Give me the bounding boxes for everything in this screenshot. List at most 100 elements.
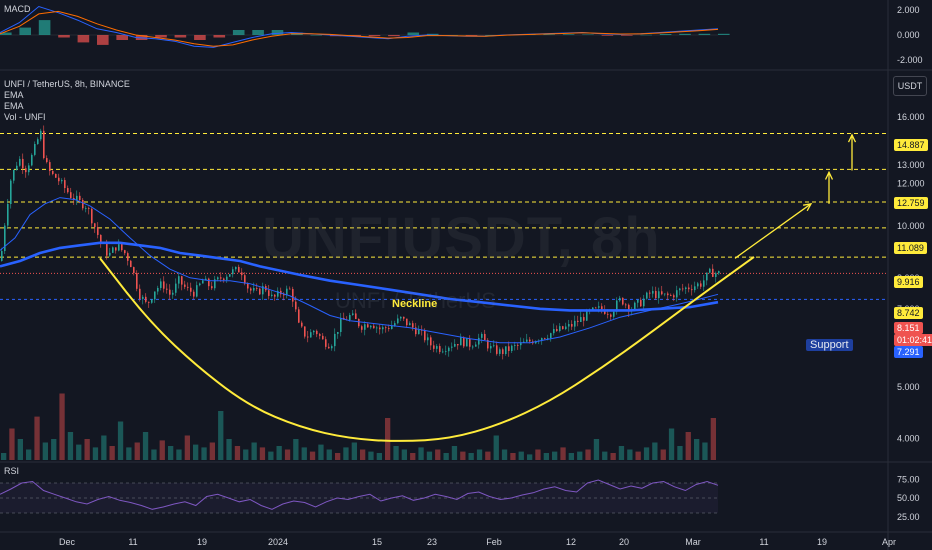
volume-bar-81: [677, 446, 683, 460]
volume-bar-84: [702, 442, 708, 460]
volume-bar-37: [309, 451, 316, 460]
volume-bar-55: [460, 451, 466, 460]
candle-body-95: [286, 288, 288, 296]
macd-hist-20: [388, 35, 400, 37]
macd-hist-16: [310, 35, 323, 36]
candle-body-92: [277, 290, 279, 297]
volume-bar-25: [209, 442, 215, 460]
candle-body-237: [712, 268, 714, 277]
candle-body-191: [574, 320, 576, 327]
level-tag-2: 12.759: [894, 197, 928, 209]
candle-body-166: [499, 349, 501, 354]
candle-body-225: [676, 290, 678, 298]
volume-bar-6: [51, 439, 57, 460]
macd-hist-9: [174, 35, 187, 38]
macd-hist-2: [38, 20, 51, 35]
candle-body-20: [61, 180, 63, 182]
volume-bar-63: [527, 454, 533, 460]
candle-body-165: [496, 345, 498, 354]
candle-body-173: [520, 342, 522, 346]
candle-body-163: [490, 346, 492, 349]
volume-bar-4: [34, 416, 40, 460]
volume-bar-59: [493, 435, 499, 460]
macd-hist-6: [116, 35, 128, 40]
candle-body-223: [670, 295, 672, 296]
macd-hist-5: [97, 35, 109, 45]
candle-body-111: [334, 333, 336, 347]
candle-body-66: [199, 283, 201, 286]
candle-body-133: [400, 316, 402, 319]
candle-body-50: [151, 299, 153, 303]
candle-body-108: [325, 339, 327, 347]
candle-body-7: [22, 158, 24, 169]
candle-body-182: [547, 338, 549, 339]
candle-body-215: [646, 292, 648, 299]
candle-body-185: [556, 329, 558, 332]
candle-body-198: [595, 307, 597, 309]
macd-hist-12: [232, 30, 245, 35]
candle-body-83: [250, 288, 252, 291]
candle-body-35: [106, 243, 108, 256]
candle-body-146: [439, 346, 441, 352]
candle-body-6: [19, 158, 21, 166]
candle-body-63: [190, 287, 192, 292]
volume-bar-67: [560, 447, 566, 460]
candle-body-42: [127, 253, 129, 261]
candle-body-18: [55, 173, 57, 178]
candle-body-226: [679, 288, 681, 291]
ema-legend-1: EMA: [4, 90, 24, 100]
candle-body-230: [691, 289, 693, 291]
countdown-tag: 01:02:41: [894, 334, 932, 346]
candle-body-214: [643, 298, 645, 307]
candle-body-143: [430, 337, 432, 346]
macd-hist-36: [698, 33, 711, 35]
candle-body-41: [124, 250, 126, 254]
volume-bar-60: [501, 449, 508, 460]
candle-body-221: [664, 293, 666, 295]
macd-hist-21: [407, 32, 420, 35]
macd-hist-34: [659, 34, 672, 35]
candle-body-98: [295, 301, 297, 310]
candle-body-228: [685, 287, 687, 290]
candle-body-56: [169, 289, 171, 295]
volume-bar-10: [84, 439, 90, 460]
volume-bar-42: [351, 442, 357, 460]
candle-body-3: [10, 180, 12, 205]
volume-bar-38: [318, 444, 324, 460]
volume-bar-8: [67, 432, 74, 460]
volume-bar-39: [326, 449, 332, 460]
volume-bar-66: [552, 451, 558, 460]
candle-body-10: [31, 154, 33, 166]
volume-bar-3: [26, 449, 32, 460]
volume-bar-35: [293, 439, 299, 460]
candle-body-5: [16, 165, 18, 170]
volume-bar-45: [376, 453, 382, 460]
candle-body-86: [259, 288, 261, 295]
volume-bar-1: [9, 428, 15, 460]
candle-body-94: [283, 294, 285, 296]
candle-body-192: [577, 320, 579, 323]
candle-body-77: [232, 269, 234, 275]
macd-hist-24: [465, 35, 478, 36]
candle-body-206: [619, 297, 621, 301]
watermark-name: UNFI / TetherUS: [335, 288, 496, 313]
volume-bar-5: [42, 442, 48, 460]
macd-hist-13: [252, 30, 264, 35]
price-tick-3: 12.000: [897, 179, 925, 189]
volume-bar-74: [618, 446, 625, 460]
time-tick-8: 20: [619, 537, 629, 547]
candle-body-219: [658, 291, 660, 299]
candle-body-100: [301, 322, 303, 327]
candle-body-52: [157, 287, 159, 292]
candle-body-205: [616, 300, 618, 312]
currency-button[interactable]: USDT: [893, 76, 927, 96]
candle-body-89: [268, 290, 270, 296]
candle-body-154: [463, 337, 465, 347]
candle-body-213: [640, 299, 642, 307]
projection-arrowhead-1: [824, 170, 834, 180]
candle-body-127: [382, 327, 384, 330]
candle-body-87: [262, 286, 264, 295]
volume-legend: Vol - UNFI: [4, 112, 46, 122]
volume-bar-26: [218, 411, 224, 460]
candle-body-142: [427, 337, 429, 341]
